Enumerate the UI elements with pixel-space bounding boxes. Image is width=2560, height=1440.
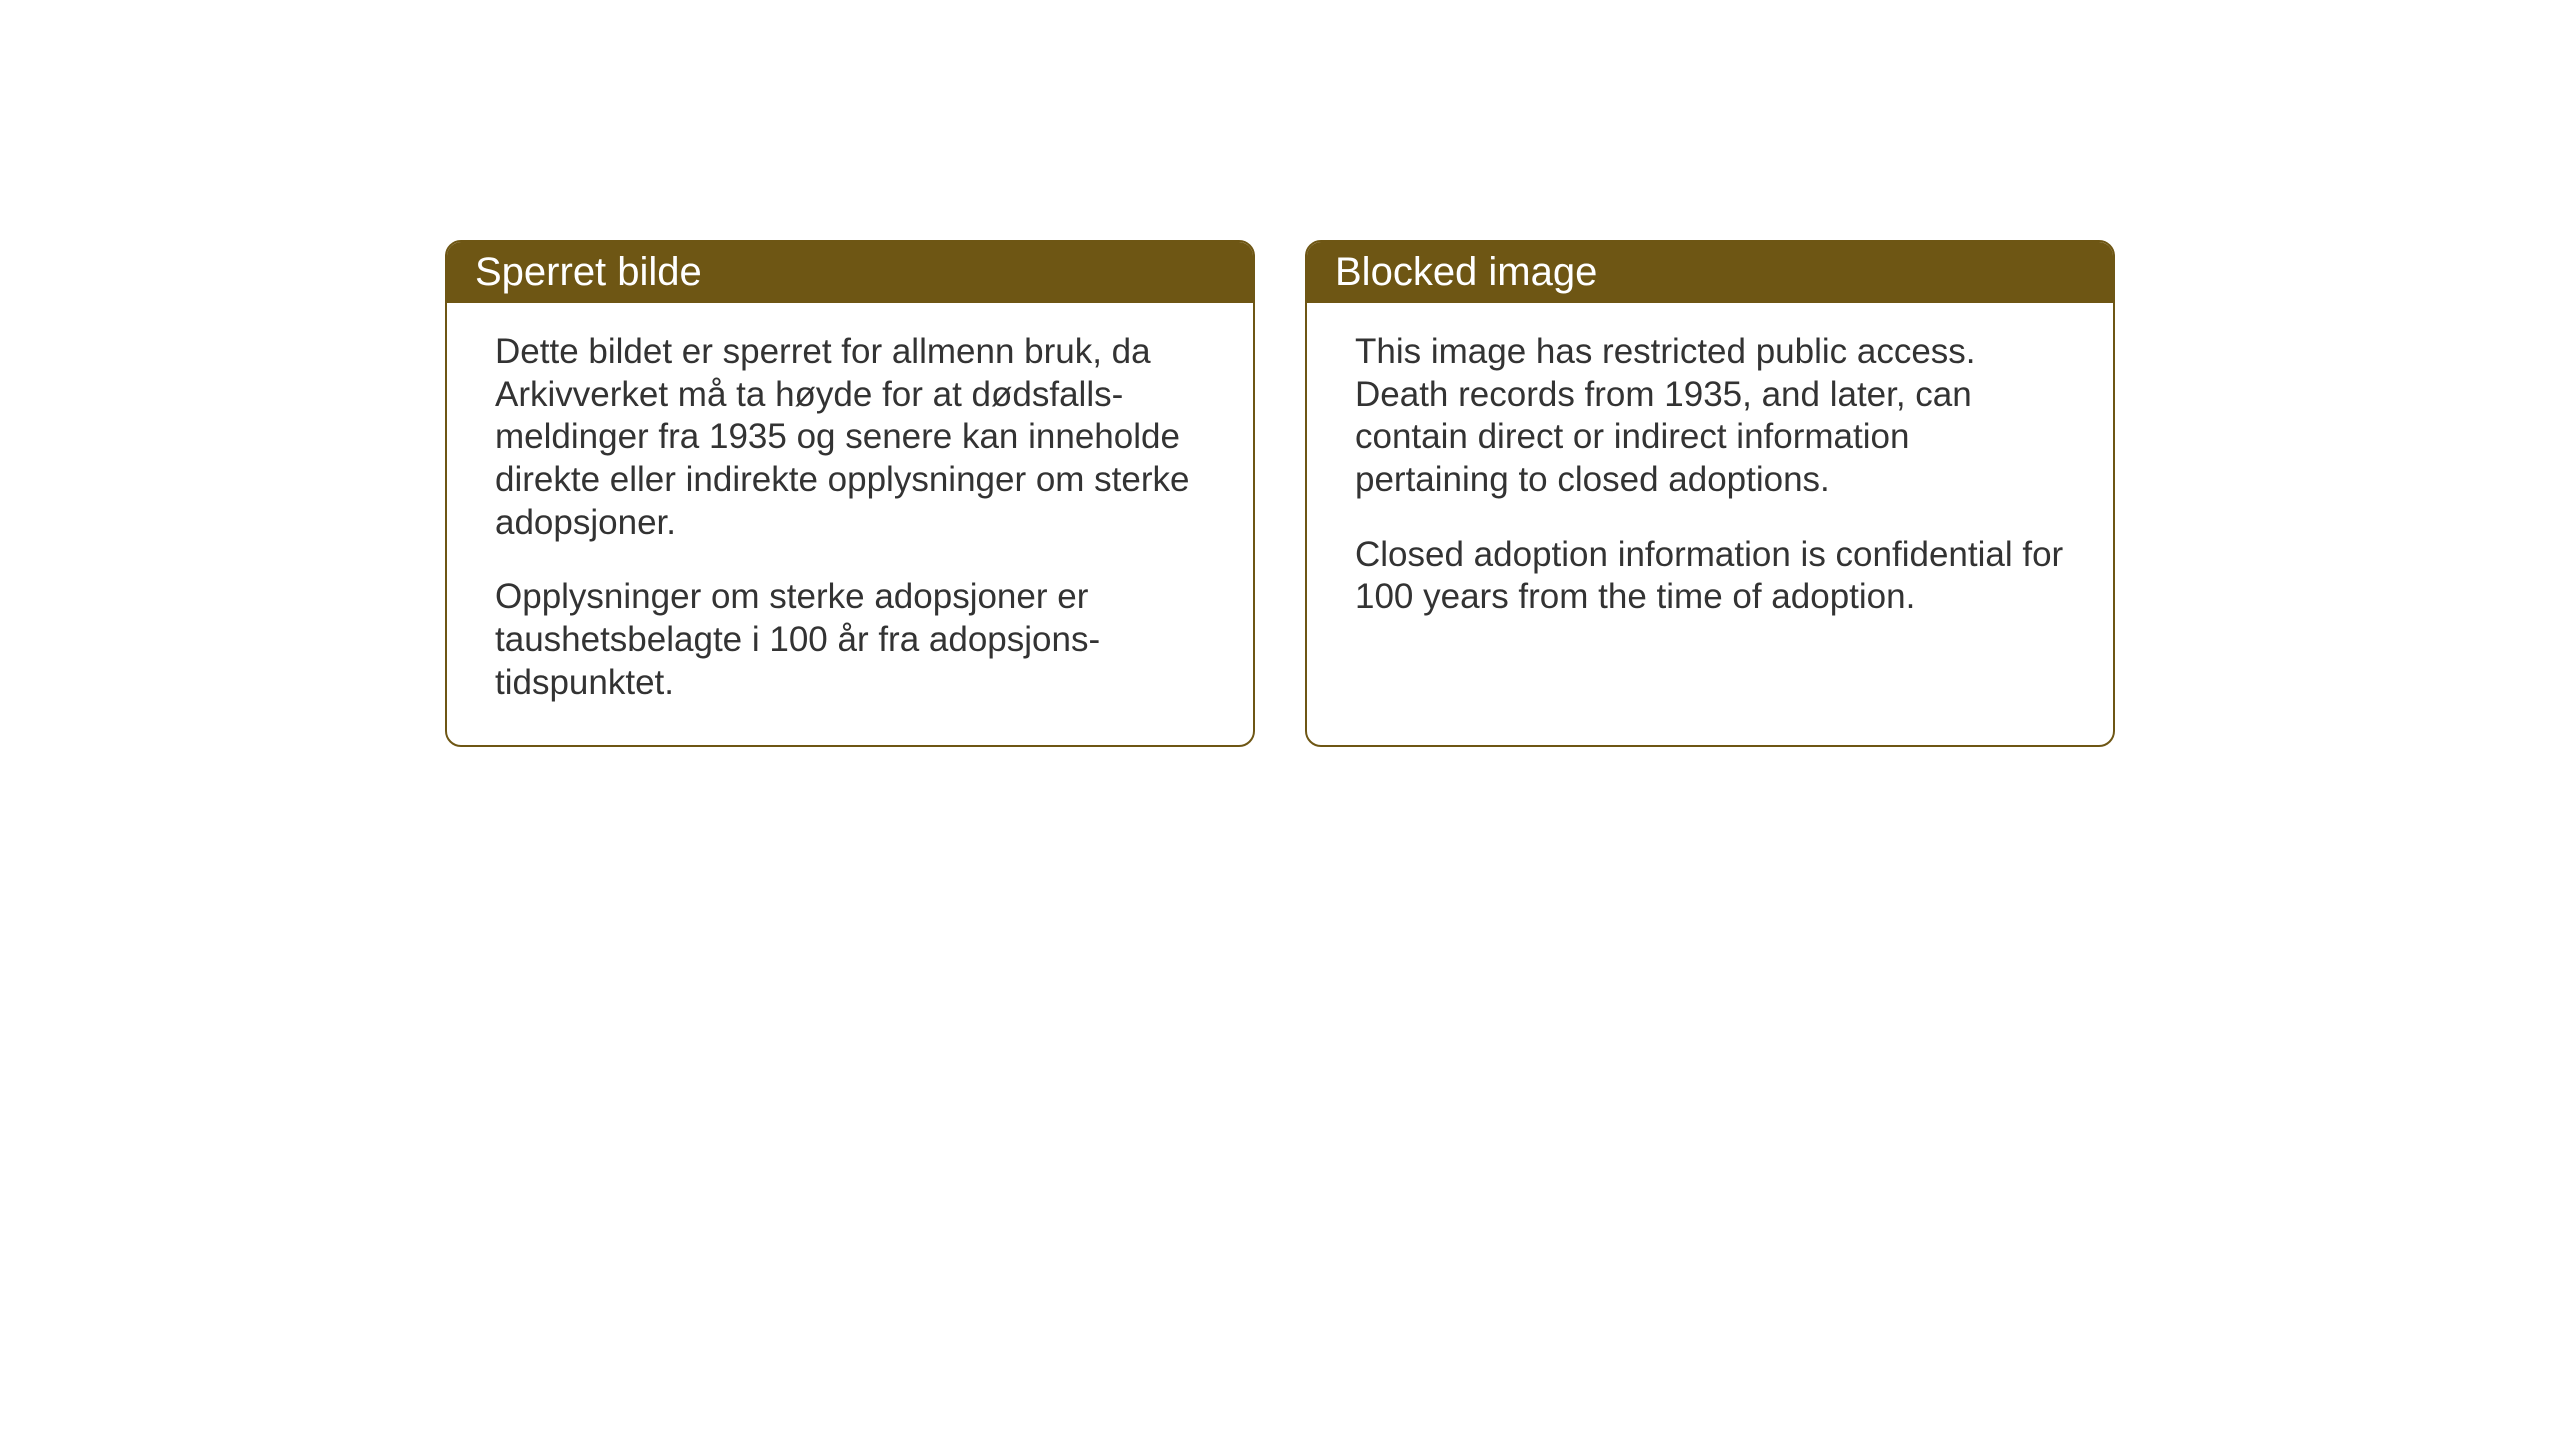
card-paragraph-1: Dette bildet er sperret for allmenn bruk… — [495, 331, 1205, 544]
card-body: This image has restricted public access.… — [1307, 303, 2113, 659]
card-title: Sperret bilde — [475, 250, 702, 294]
card-header: Blocked image — [1307, 242, 2113, 303]
card-title: Blocked image — [1335, 250, 1597, 294]
notice-container: Sperret bilde Dette bildet er sperret fo… — [445, 240, 2115, 747]
card-paragraph-2: Closed adoption information is confident… — [1355, 534, 2065, 619]
card-body: Dette bildet er sperret for allmenn bruk… — [447, 303, 1253, 745]
card-paragraph-1: This image has restricted public access.… — [1355, 331, 2065, 502]
card-paragraph-2: Opplysninger om sterke adopsjoner er tau… — [495, 576, 1205, 704]
notice-card-norwegian: Sperret bilde Dette bildet er sperret fo… — [445, 240, 1255, 747]
card-header: Sperret bilde — [447, 242, 1253, 303]
notice-card-english: Blocked image This image has restricted … — [1305, 240, 2115, 747]
